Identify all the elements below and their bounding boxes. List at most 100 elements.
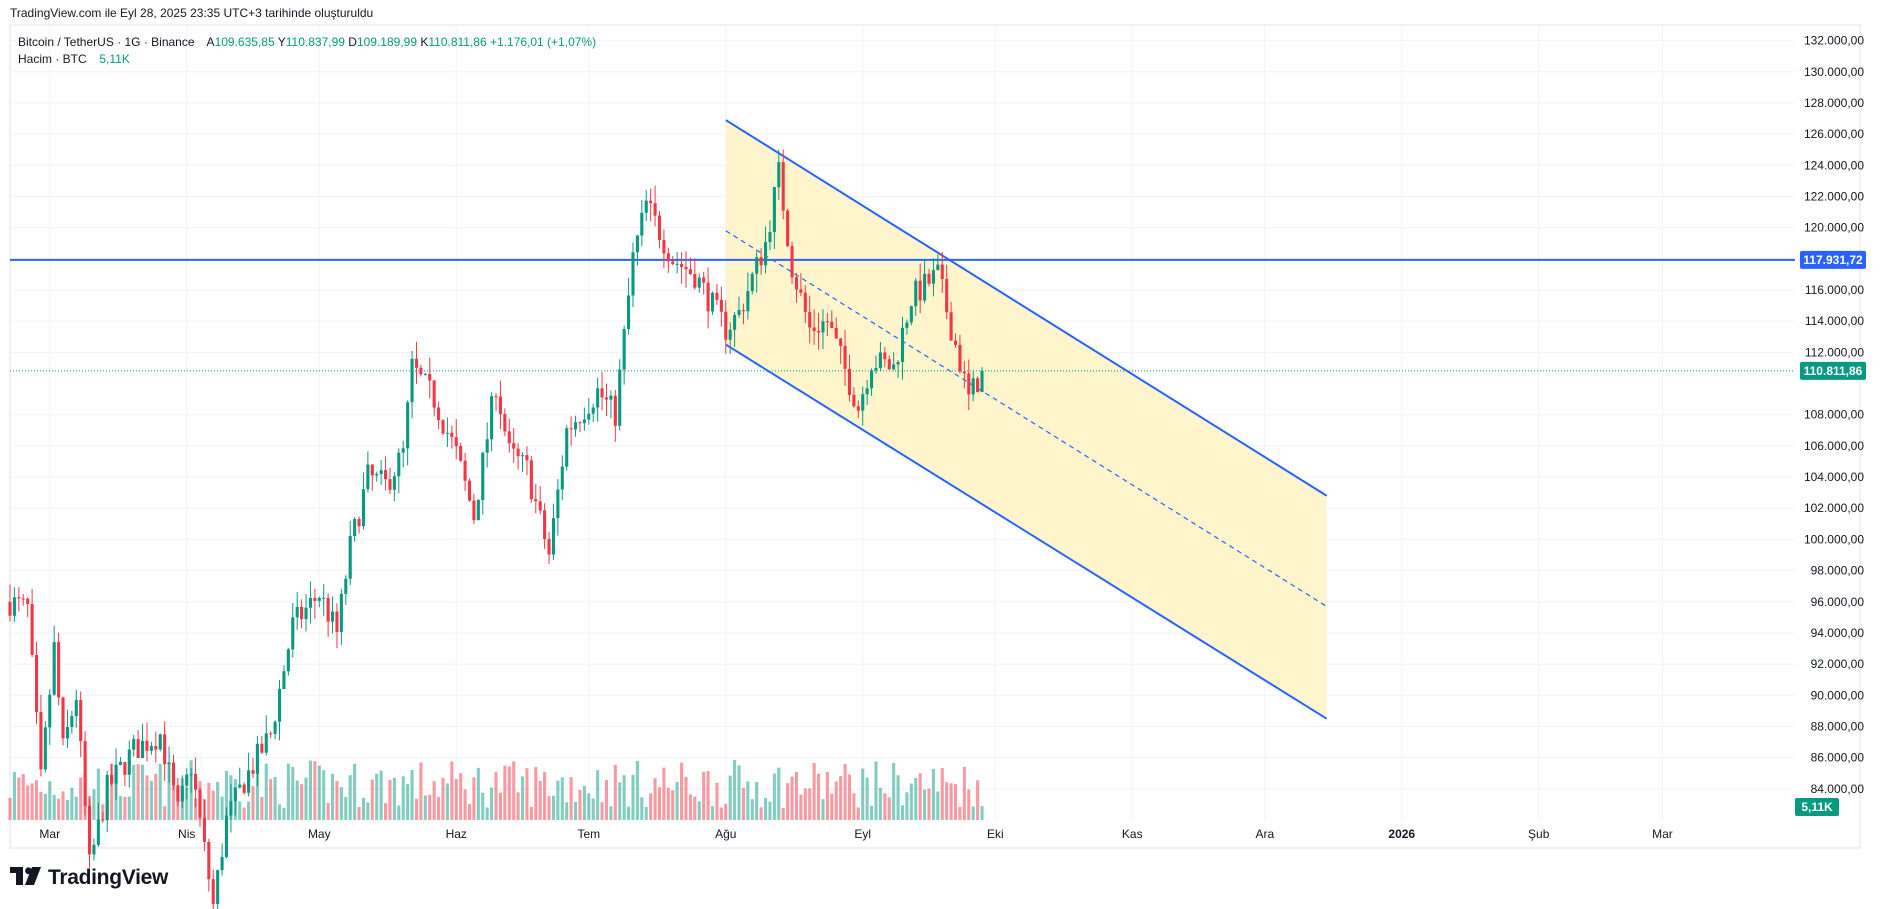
volume-bar <box>163 806 167 820</box>
candle-body <box>940 264 944 280</box>
candle-body <box>953 340 958 345</box>
candle-body <box>291 617 295 650</box>
candle-body <box>295 606 299 618</box>
volume-bar <box>43 793 47 820</box>
y-tick-label: 130.000,00 <box>1804 65 1864 79</box>
candle-body <box>781 162 785 211</box>
volume-bar <box>92 789 96 820</box>
candle-body <box>21 598 25 600</box>
volume-bar <box>357 806 361 820</box>
tradingview-logo-icon <box>10 866 42 890</box>
volume-bar <box>348 775 352 820</box>
volume-bar <box>962 766 966 820</box>
candle-body <box>238 784 242 788</box>
volume-bar <box>264 763 268 820</box>
volume-bar <box>454 779 458 820</box>
candle-body <box>613 395 617 426</box>
candle-body <box>843 345 847 369</box>
legend-volume-label[interactable]: Hacim · BTC <box>18 52 87 66</box>
price-labels: 117.931,72 110.811,86 5,11K <box>1795 250 1866 816</box>
candle-body <box>17 597 21 599</box>
volume-bar <box>763 797 768 820</box>
candle-body <box>52 642 56 695</box>
candle-body <box>211 879 215 905</box>
volume-bar <box>971 806 975 820</box>
volume-bar <box>724 803 728 820</box>
x-tick-label: Ağu <box>715 827 736 841</box>
candle-body <box>688 269 692 274</box>
volume-bar <box>830 793 834 820</box>
candles <box>8 149 984 909</box>
volume-value-label-text: 5,11K <box>1801 800 1833 814</box>
candle-body <box>538 501 542 511</box>
candle-body <box>8 601 12 616</box>
candle-body <box>525 455 529 461</box>
candle-body <box>644 200 648 213</box>
candle-body <box>105 774 109 821</box>
volume-bar <box>529 806 533 820</box>
candle-body <box>649 200 653 204</box>
candle-body <box>163 734 167 765</box>
y-tick-label: 106.000,00 <box>1804 439 1864 453</box>
candle-body <box>618 369 622 426</box>
candle-body <box>79 699 83 742</box>
candle-body <box>185 774 189 786</box>
volume-bar <box>145 775 149 820</box>
volume-bar <box>560 777 564 820</box>
volume-value-label: 5,11K <box>1795 798 1839 816</box>
x-tick-label: 2026 <box>1388 827 1415 841</box>
candle-body <box>812 327 816 331</box>
candle-body <box>627 295 631 330</box>
volume-bar <box>755 782 759 820</box>
candle-body <box>330 611 335 622</box>
x-tick-label: Mar <box>1652 827 1673 841</box>
candle-body <box>604 397 609 400</box>
volume-bar <box>96 768 100 820</box>
tradingview-logo[interactable]: TradingView <box>10 866 168 890</box>
volume-bar <box>30 783 34 820</box>
candle-body <box>750 273 754 292</box>
volume-bar <box>17 777 21 820</box>
candle-body <box>596 388 600 408</box>
chart-caption: TradingView.com ile Eyl 28, 2025 23:35 U… <box>10 6 374 20</box>
candle-body <box>300 606 304 620</box>
candle-body <box>282 671 286 690</box>
candle-body <box>520 455 525 457</box>
candle-body <box>70 716 74 728</box>
candle-body <box>870 370 874 389</box>
volume-bar <box>450 761 454 820</box>
candle-body <box>490 396 494 440</box>
candle-body <box>202 817 206 843</box>
volume-bar <box>825 772 829 820</box>
volume-bar <box>618 782 622 820</box>
x-tick-label: Eki <box>987 827 1004 841</box>
candle-body <box>684 266 688 270</box>
candle-body <box>556 489 560 519</box>
volume-bar <box>967 789 971 820</box>
chart-frame <box>9 24 1861 849</box>
candle-body <box>189 773 193 775</box>
volume-bar <box>777 767 781 820</box>
candle-body <box>569 428 573 430</box>
candle-body <box>388 479 392 490</box>
candle-body <box>229 801 233 816</box>
volume-bar <box>914 777 918 820</box>
volume-bar <box>768 801 772 820</box>
volume-bar <box>401 776 405 820</box>
candle-body <box>357 519 361 527</box>
legend-low-value: 109.189,99 <box>356 35 418 49</box>
volume-bar <box>684 776 688 820</box>
candle-body <box>865 388 869 395</box>
legend-close-label: K <box>420 35 429 49</box>
legend-symbol[interactable]: Bitcoin / TetherUS · 1G · Binance <box>18 35 195 49</box>
volume-bar <box>132 765 136 820</box>
volume-bar <box>304 777 308 820</box>
candle-body <box>839 338 843 346</box>
candle-body <box>702 277 706 283</box>
volume-bar <box>247 801 251 820</box>
volume-bar <box>194 798 198 820</box>
candle-body <box>516 448 520 457</box>
candle-body <box>61 697 65 739</box>
volume-bar <box>238 801 242 820</box>
